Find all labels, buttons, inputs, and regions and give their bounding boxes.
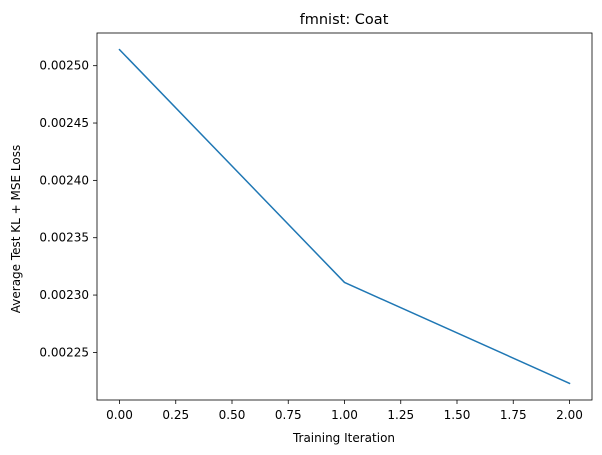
y-tick-label: 0.00235 xyxy=(39,231,89,245)
x-axis-label: Training Iteration xyxy=(292,431,395,445)
y-tick-label: 0.00230 xyxy=(39,288,89,302)
plot-area: 0.00 0.25 0.50 0.75 1.00 1.25 1.50 1.75 2.00 0.00… xyxy=(39,32,593,422)
x-tick-label: 0.25 xyxy=(162,408,189,422)
y-tick-label: 0.00225 xyxy=(39,345,89,359)
y-axis-label: Average Test KL + MSE Loss xyxy=(9,145,23,313)
x-tick-label: 1.25 xyxy=(387,408,414,422)
plot-frame xyxy=(96,32,593,401)
chart-title: fmnist: Coat xyxy=(300,12,389,28)
x-tick-label: 0.75 xyxy=(275,408,302,422)
x-tick-label: 1.50 xyxy=(444,408,471,422)
y-tick-label: 0.00250 xyxy=(39,59,89,73)
x-tick-label: 1.75 xyxy=(500,408,527,422)
x-tick-label: 1.00 xyxy=(331,408,358,422)
y-tick-label: 0.00245 xyxy=(39,116,89,130)
x-tick-label: 0.50 xyxy=(219,408,246,422)
x-tick-label: 2.00 xyxy=(556,408,583,422)
y-tick-label: 0.00240 xyxy=(39,173,89,187)
x-tick-label: 0.00 xyxy=(106,408,133,422)
